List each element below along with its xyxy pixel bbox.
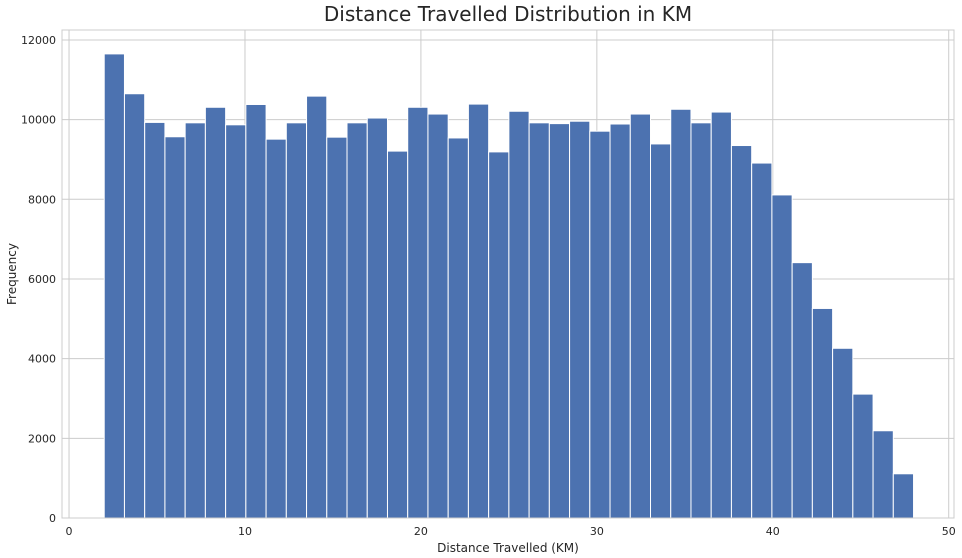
x-tick-labels: 0 10 20 30 40 50 xyxy=(66,525,956,538)
y-tick-label: 4000 xyxy=(28,353,56,366)
histogram-bar xyxy=(650,143,672,519)
x-tick-label: 30 xyxy=(590,525,604,538)
histogram-bar xyxy=(730,145,753,519)
y-tick-label: 12000 xyxy=(21,34,56,47)
histogram-bar xyxy=(710,111,732,519)
x-tick-label: 0 xyxy=(66,525,73,538)
histogram-bar xyxy=(771,194,793,519)
histogram-bar xyxy=(123,93,146,519)
y-tick-label: 8000 xyxy=(28,193,56,206)
histogram-bar xyxy=(629,113,652,519)
x-tick-label: 40 xyxy=(766,525,780,538)
histogram-bar xyxy=(326,136,348,519)
histogram-bar xyxy=(528,122,550,519)
histogram-bar xyxy=(488,151,510,519)
histogram-bar xyxy=(346,122,368,519)
bars-group xyxy=(103,53,915,519)
histogram-bar xyxy=(467,103,490,519)
histogram-bar xyxy=(386,150,409,519)
histogram-bar xyxy=(751,162,773,519)
histogram-bar xyxy=(164,136,186,519)
histogram-bar xyxy=(306,95,328,519)
y-tick-label: 10000 xyxy=(21,114,56,127)
histogram-bar xyxy=(548,123,571,519)
histogram-bar xyxy=(285,122,308,519)
histogram-bar xyxy=(366,117,388,519)
histogram-bar xyxy=(204,106,227,519)
histogram-bar xyxy=(407,106,429,519)
y-tick-label: 0 xyxy=(49,512,56,525)
histogram-bar xyxy=(832,347,854,519)
y-tick-label: 2000 xyxy=(28,432,56,445)
x-tick-label: 50 xyxy=(942,525,956,538)
x-tick-label: 10 xyxy=(238,525,252,538)
x-tick-label: 20 xyxy=(414,525,428,538)
histogram-bar xyxy=(690,122,712,519)
histogram-bar xyxy=(427,113,449,519)
plot-frame xyxy=(61,29,955,519)
y-axis-label: Frequency xyxy=(5,243,19,305)
histogram-bar xyxy=(103,53,125,519)
y-tick-label: 6000 xyxy=(28,273,56,286)
chart-title: Distance Travelled Distribution in KM xyxy=(324,2,692,26)
histogram-bar xyxy=(265,138,287,519)
x-axis-label: Distance Travelled (KM) xyxy=(437,541,579,555)
histogram-bar xyxy=(670,108,692,519)
histogram-bar xyxy=(144,121,166,519)
histogram-bar xyxy=(245,103,267,519)
histogram-bar xyxy=(811,307,834,519)
histogram-bar xyxy=(508,110,530,519)
histogram-bar xyxy=(569,120,591,519)
histogram-bar xyxy=(447,137,469,519)
histogram-bar xyxy=(184,122,206,519)
histogram-bar xyxy=(872,430,894,519)
histogram-bar xyxy=(589,130,611,519)
histogram-bar xyxy=(609,123,631,519)
y-tick-labels: 0 2000 4000 6000 8000 10000 12000 xyxy=(21,34,56,525)
histogram-bar xyxy=(852,393,874,519)
histogram-bar xyxy=(892,473,915,519)
histogram-bar xyxy=(791,262,813,519)
histogram-bar xyxy=(225,124,247,519)
